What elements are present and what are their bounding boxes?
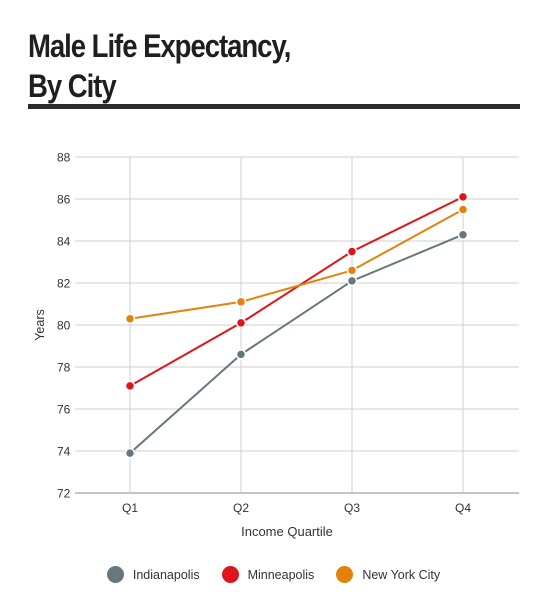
legend-item: Indianapolis — [106, 566, 200, 583]
legend-label: Indianapolis — [132, 567, 200, 582]
data-point — [346, 275, 358, 287]
y-tick-label: 76 — [57, 403, 71, 417]
legend-swatch — [336, 566, 354, 583]
x-axis-label: Income Quartile — [241, 524, 333, 539]
y-tick-label: 82 — [57, 277, 71, 291]
y-tick-label: 74 — [57, 445, 71, 459]
data-point — [235, 349, 247, 360]
data-point — [124, 313, 136, 324]
y-tick-label: 78 — [57, 361, 71, 375]
x-tick-label: Q3 — [344, 501, 360, 515]
data-point — [124, 380, 136, 392]
y-tick-label: 72 — [57, 487, 71, 501]
data-point — [457, 191, 469, 203]
y-tick-label: 86 — [57, 193, 71, 207]
data-point — [235, 317, 247, 329]
data-point — [457, 229, 469, 240]
x-tick-label: Q2 — [233, 501, 249, 515]
legend-swatch — [221, 566, 239, 583]
title-divider — [28, 104, 520, 109]
series-line — [129, 233, 464, 454]
chart-title-line-2: By City — [28, 68, 117, 104]
legend-item: New York City — [336, 566, 440, 583]
data-point — [124, 447, 136, 459]
data-point — [346, 265, 358, 276]
chart-title: Male Life Expectancy, By City — [28, 26, 333, 106]
y-axis-label: Years — [33, 309, 47, 341]
chart-legend: Indianapolis Minneapolis New York City — [0, 566, 547, 583]
series-line — [129, 196, 464, 387]
data-point — [346, 246, 358, 257]
x-tick-label: Q4 — [455, 501, 471, 515]
chart-title-line-1: Male Life Expectancy, — [28, 28, 291, 64]
legend-swatch — [106, 566, 124, 583]
y-tick-label: 80 — [57, 319, 71, 333]
x-tick-label: Q1 — [122, 501, 138, 515]
data-point — [235, 296, 247, 308]
legend-label: Minneapolis — [247, 567, 315, 582]
data-point — [457, 204, 469, 215]
y-tick-label: 84 — [57, 235, 71, 249]
legend-label: New York City — [362, 567, 441, 582]
y-tick-label: 88 — [57, 151, 71, 165]
series-line — [129, 208, 464, 320]
legend-item: Minneapolis — [221, 566, 315, 583]
